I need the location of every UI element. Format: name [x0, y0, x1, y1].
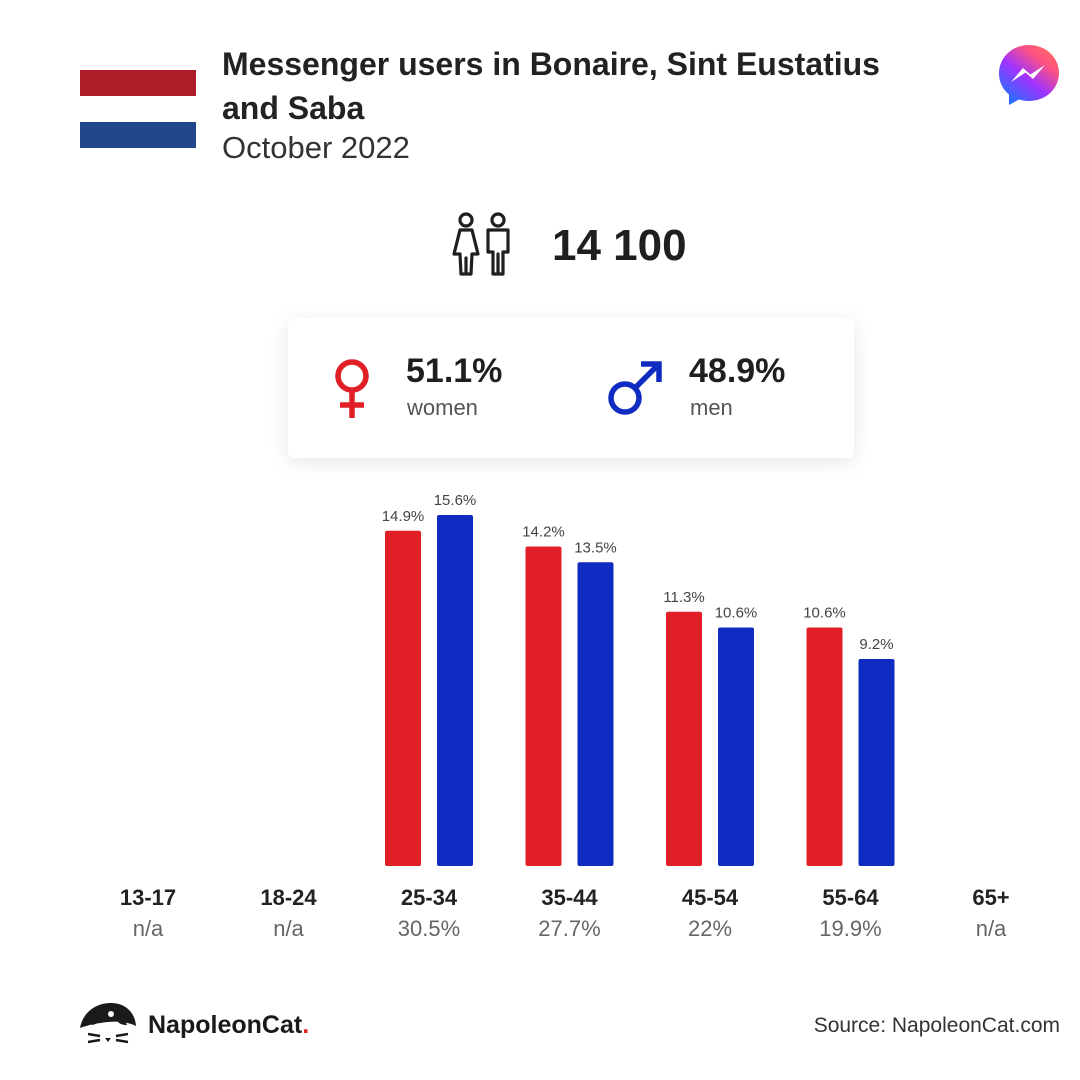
- women-stat: 51.1% women: [288, 318, 571, 458]
- bar-men-45-54: [718, 627, 754, 866]
- bar-value-label: 9.2%: [859, 636, 893, 653]
- total-users-value: 14 100: [552, 221, 687, 270]
- bar-value-label: 11.3%: [663, 589, 704, 606]
- bar-value-label: 10.6%: [715, 605, 758, 622]
- women-label: women: [407, 395, 478, 420]
- bar-value-label: 14.9%: [382, 508, 425, 525]
- brand-name: NapoleonCat.: [148, 1010, 310, 1039]
- page-subtitle: October 2022: [222, 130, 410, 165]
- men-stat: 48.9% men: [571, 318, 854, 458]
- age-group-45-54: 45-54 22%: [640, 884, 780, 946]
- total-users: 14 100: [446, 210, 687, 282]
- age-group-55-64: 55-64 19.9%: [781, 884, 921, 946]
- age-total: 22%: [687, 916, 733, 941]
- bar-women-35-44: [525, 546, 562, 866]
- bar-women-55-64: [806, 627, 843, 866]
- bar-men-55-64: [858, 659, 895, 866]
- source-credit: Source: NapoleonCat.com: [813, 1014, 1060, 1037]
- bar-men-25-34: [437, 515, 473, 866]
- bar-value-label: 14.2%: [522, 524, 565, 541]
- age-label: 25-34: [400, 885, 458, 910]
- age-total: 30.5%: [397, 916, 461, 941]
- bar-value-label: 13.5%: [574, 539, 617, 556]
- page-title: Messenger users in Bonaire, Sint Eustati…: [222, 46, 880, 126]
- age-total: n/a: [132, 916, 164, 941]
- bar-women-25-34: [385, 530, 421, 866]
- messenger-icon: [996, 42, 1062, 108]
- gender-split-card: 51.1% women 48.9% men: [288, 318, 854, 458]
- brand-dot: .: [302, 1010, 310, 1039]
- age-label: 45-54: [681, 885, 739, 910]
- bar-value-label: 15.6%: [434, 492, 477, 509]
- age-group-18-24: 18-24 n/a: [219, 884, 359, 946]
- age-label: 13-17: [119, 885, 177, 910]
- age-label: 65+: [972, 885, 1010, 910]
- country-flag: [80, 70, 196, 148]
- age-label: 18-24: [260, 885, 317, 910]
- napoleoncat-logo-icon: [78, 998, 138, 1053]
- age-group-35-44: 35-44 27.7%: [500, 884, 640, 946]
- age-total: 27.7%: [538, 916, 601, 941]
- age-total: 19.9%: [819, 916, 882, 941]
- age-total: n/a: [273, 916, 304, 941]
- bar-men-35-44: [577, 562, 614, 866]
- age-group-65-plus: 65+ n/a: [921, 884, 1061, 946]
- men-percent: 48.9%: [689, 352, 786, 390]
- flag-stripe-blue: [80, 122, 196, 148]
- flag-stripe-red: [80, 70, 196, 96]
- age-gender-bar-chart: 14.9% 15.6% 14.2% 13.5% 11.3% 10.6% 10.6% 9.2%: [382, 492, 895, 866]
- age-total: n/a: [975, 916, 1007, 941]
- age-label: 55-64: [822, 885, 879, 910]
- men-label: men: [690, 395, 733, 420]
- people-icon: [446, 208, 518, 285]
- bar-women-45-54: [666, 611, 702, 866]
- brand: NapoleonCat.: [78, 1000, 309, 1050]
- age-label: 35-44: [541, 885, 598, 910]
- age-group-13-17: 13-17 n/a: [78, 884, 218, 946]
- flag-stripe-white: [80, 96, 196, 122]
- bar-value-label: 10.6%: [803, 605, 846, 622]
- women-percent: 51.1%: [406, 352, 503, 390]
- age-group-25-34: 25-34 30.5%: [359, 884, 499, 946]
